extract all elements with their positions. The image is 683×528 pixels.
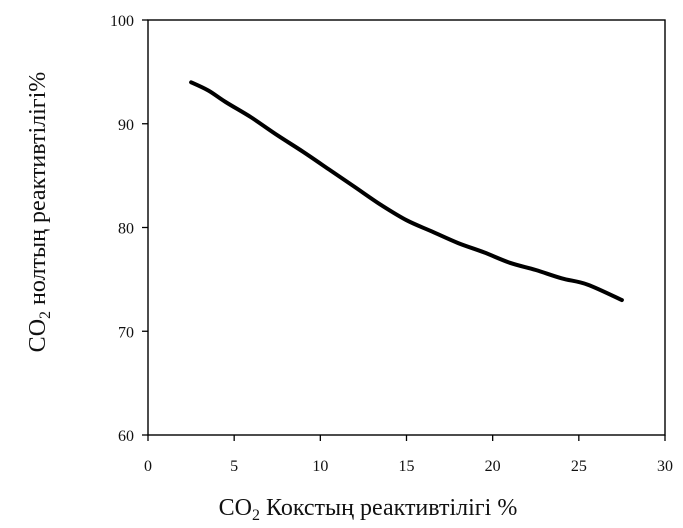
x-axis-ticks: 0 5 10 15 20 25 30 [144, 435, 673, 475]
y-tick-label: 80 [118, 221, 134, 238]
y-axis-title-subscript: 2 [37, 311, 54, 319]
y-tick-label: 90 [118, 117, 134, 134]
x-tick-label: 0 [144, 458, 152, 475]
x-axis-title-subscript: 2 [252, 507, 260, 524]
y-tick-label: 100 [110, 13, 134, 30]
x-tick-label: 10 [312, 458, 328, 475]
series-line [189, 80, 624, 303]
y-axis-title-prefix: CO [25, 319, 51, 352]
y-axis-title: CO2 нолтың реактивтілігі% [25, 72, 54, 353]
plot-frame [147, 19, 666, 436]
series-layer [189, 80, 624, 303]
x-tick-label: 20 [485, 458, 501, 475]
x-axis-title: CO2 Кокстың реактивтілігі % [219, 495, 518, 524]
x-axis-title-suffix: Кокстың реактивтілігі % [260, 495, 517, 521]
x-tick-label: 30 [657, 458, 673, 475]
y-tick-label: 70 [118, 324, 134, 341]
x-tick-label: 5 [230, 458, 238, 475]
x-tick-label: 15 [399, 458, 415, 475]
y-axis-ticks: 60 70 80 90 100 [110, 13, 148, 445]
x-axis-title-prefix: CO [219, 495, 252, 521]
y-tick-label: 60 [118, 428, 134, 445]
x-tick-label: 25 [571, 458, 587, 475]
y-axis-title-suffix: нолтың реактивтілігі% [25, 72, 51, 311]
